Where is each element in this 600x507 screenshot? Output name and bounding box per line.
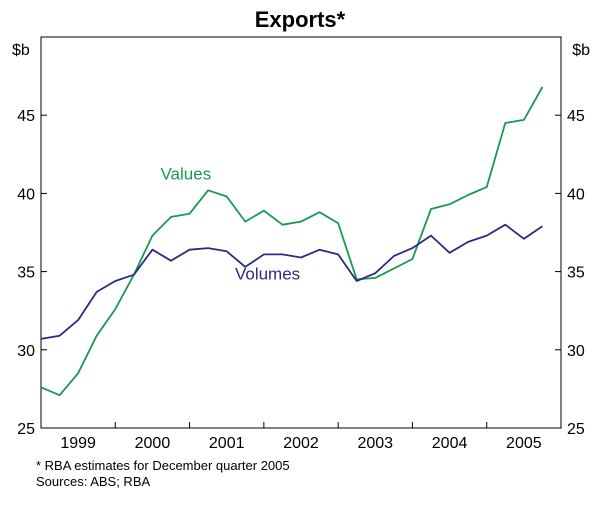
y-tick-label-left: 40 [17,186,35,203]
y-tick-label-right: 30 [567,343,585,360]
y-tick-label-right: 35 [567,265,585,282]
y-tick-label-right: 40 [567,186,585,203]
series-line-values [40,86,544,397]
volumes-series-label: Volumes [235,264,300,283]
x-axis-labels: 1999 2000 2001 2002 2003 2004 2005 [60,435,541,452]
y-tick-label-left: 35 [17,265,35,282]
chart-notes: * RBA estimates for December quarter 200… [36,458,290,490]
y-tick-label-right: 45 [567,108,585,125]
sources: Sources: ABS; RBA [36,474,151,489]
x-tick-label: 2003 [357,435,393,452]
y-tick-label-left: 45 [17,108,35,125]
right-axis-unit: $b [572,42,590,59]
x-tick-label: 1999 [60,435,96,452]
x-tick-label: 2000 [135,435,171,452]
x-tick-label: 2001 [209,435,245,452]
y-tick-label-right: 25 [567,421,585,438]
footnote: * RBA estimates for December quarter 200… [36,458,290,473]
plot-frame [40,36,562,429]
series-line-volumes [40,223,543,340]
left-axis-unit: $b [12,42,30,59]
chart-title: Exports* [255,7,346,32]
series-lines [40,86,544,397]
x-tick-label: 2005 [506,435,542,452]
y-axis-labels: 25 25 30 30 35 35 40 40 45 45 [17,108,585,438]
y-tick-label-left: 30 [17,343,35,360]
x-tick-label: 2002 [283,435,319,452]
x-tick-label: 2004 [432,435,468,452]
y-tick-label-left: 25 [17,421,35,438]
values-series-label: Values [160,164,211,183]
axis-ticks [41,114,561,429]
